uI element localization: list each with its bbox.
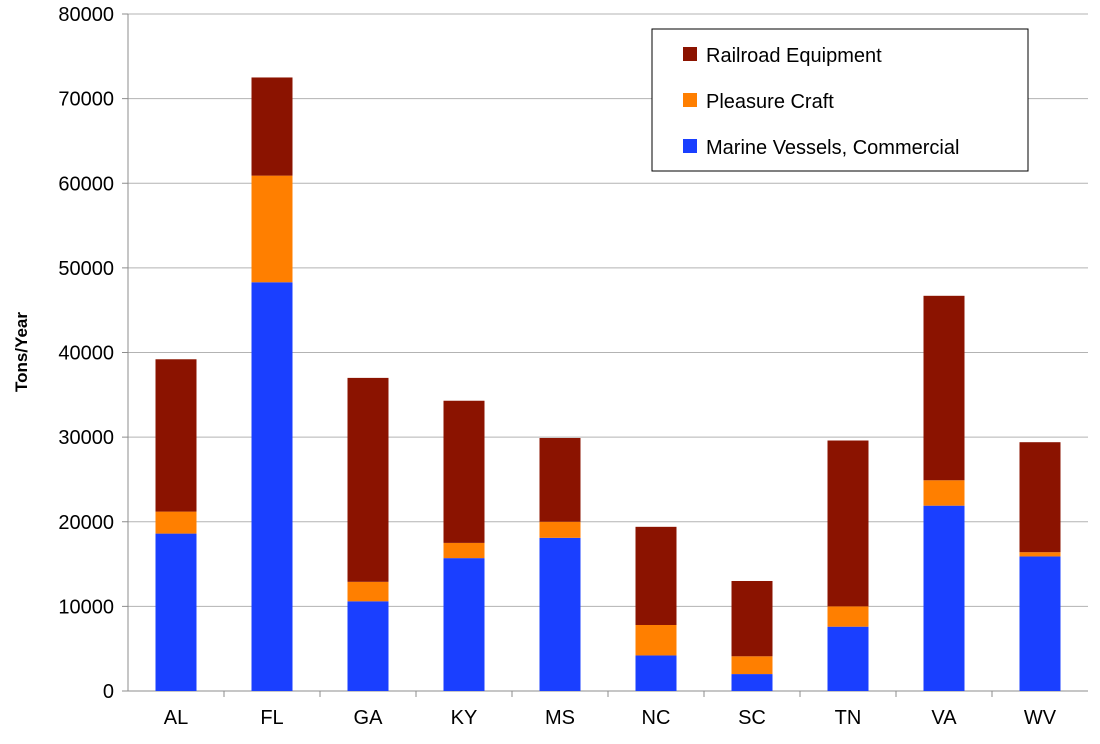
x-tick-label: MS	[545, 707, 575, 729]
bar-segment	[155, 359, 197, 512]
bar-segment	[251, 77, 293, 176]
bar-segment	[731, 674, 773, 691]
bar-segment	[347, 601, 389, 691]
bar-segment	[539, 537, 581, 691]
x-tick-label: GA	[354, 707, 384, 729]
bar-segment	[923, 480, 965, 506]
bar-segment	[251, 175, 293, 283]
bar-segment	[443, 558, 485, 691]
x-tick-label: TN	[835, 707, 862, 729]
bar-segment	[635, 526, 677, 625]
bar-segment	[347, 581, 389, 602]
x-tick-label: NC	[642, 707, 671, 729]
y-tick-label: 50000	[58, 258, 114, 280]
x-tick-label: SC	[738, 707, 766, 729]
legend-box	[651, 28, 1029, 172]
bar-segment	[827, 440, 869, 607]
y-tick-label: 40000	[58, 343, 114, 365]
y-tick-label: 10000	[58, 596, 114, 618]
bar-segment	[827, 606, 869, 627]
bar-segment	[635, 624, 677, 656]
bar-segment	[1019, 442, 1061, 553]
bar-segment	[251, 282, 293, 691]
bar-segment	[731, 656, 773, 675]
y-tick-label: 20000	[58, 512, 114, 534]
legend-swatch	[683, 139, 697, 153]
legend-swatch	[683, 93, 697, 107]
y-axis-title: Tons/Year	[12, 312, 31, 392]
legend: Railroad Equipment Pleasure Craft Marine V…	[651, 28, 1029, 172]
x-tick-label: VA	[931, 707, 957, 729]
legend-swatch	[683, 47, 697, 61]
x-tick-label: WV	[1024, 707, 1057, 729]
bar-segment	[1019, 552, 1061, 557]
bar-segment	[923, 295, 965, 481]
bar-segment	[1019, 556, 1061, 691]
bar-segment	[635, 655, 677, 691]
y-tick-labels: 0 10000 20000 30000 40000 50000 60000 70000 8000…	[58, 4, 114, 703]
bar-segment	[155, 511, 197, 534]
legend-label: Marine Vessels, Commercial	[706, 137, 959, 159]
bar-segment	[827, 626, 869, 691]
bar-segment	[539, 521, 581, 538]
y-tick-label: 30000	[58, 427, 114, 449]
bar-segment	[443, 400, 485, 543]
x-tick-label: AL	[164, 707, 188, 729]
y-tick-label: 80000	[58, 4, 114, 26]
x-tick-label: KY	[451, 707, 478, 729]
y-tick-label: 70000	[58, 89, 114, 111]
x-tick-label: FL	[260, 707, 283, 729]
y-tick-label: 0	[103, 681, 114, 703]
bars	[155, 77, 1061, 691]
bar-segment	[155, 533, 197, 691]
bar-segment	[443, 542, 485, 559]
bar-segment	[539, 437, 581, 522]
legend-label: Railroad Equipment	[706, 45, 882, 67]
y-tick-label: 60000	[58, 173, 114, 195]
bar-segment	[731, 580, 773, 657]
legend-label: Pleasure Craft	[706, 91, 834, 113]
bar-segment	[923, 505, 965, 691]
bar-segment	[347, 377, 389, 582]
x-tick-labels: AL FL GA KY MS NC SC TN VA WV	[164, 707, 1057, 729]
